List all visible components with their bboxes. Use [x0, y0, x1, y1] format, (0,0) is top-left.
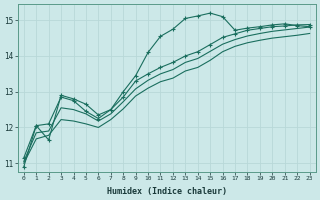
X-axis label: Humidex (Indice chaleur): Humidex (Indice chaleur)	[107, 187, 227, 196]
